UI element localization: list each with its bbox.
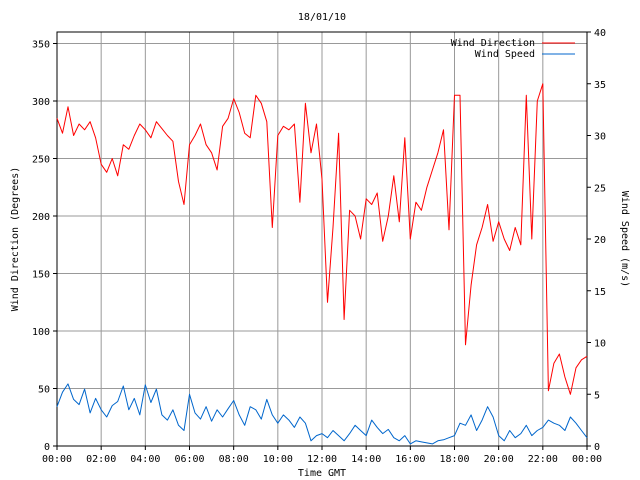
chart-title: 18/01/10 xyxy=(298,12,346,23)
y-right-tick-label: 40 xyxy=(594,28,606,39)
x-tick-label: 06:00 xyxy=(174,454,204,465)
y-right-tick-label: 10 xyxy=(594,339,606,350)
x-tick-label: 22:00 xyxy=(528,454,558,465)
y-right-tick-label: 5 xyxy=(594,390,600,401)
x-tick-label: 12:00 xyxy=(307,454,337,465)
x-tick-label: 20:00 xyxy=(484,454,514,465)
y-left-tick-label: 200 xyxy=(32,212,50,223)
x-tick-label: 10:00 xyxy=(263,454,293,465)
x-tick-label: 04:00 xyxy=(130,454,160,465)
y-left-tick-label: 150 xyxy=(32,270,50,281)
y-right-tick-label: 15 xyxy=(594,287,606,298)
series-lines xyxy=(56,83,588,445)
y-left-tick-label: 300 xyxy=(32,97,50,108)
y-left-tick-label: 50 xyxy=(38,385,50,396)
y-axis-right-label: Wind Speed (m/s) xyxy=(619,191,630,287)
x-tick-label: 08:00 xyxy=(219,454,249,465)
y-left-tick-label: 100 xyxy=(32,327,50,338)
y-right-tick-label: 20 xyxy=(594,235,606,246)
legend: Wind Direction Wind Speed xyxy=(451,38,575,60)
series-line-wind-speed xyxy=(56,383,588,445)
x-tick-label: 00:00 xyxy=(42,454,72,465)
series-line-wind-direction xyxy=(56,83,588,395)
y-left-tick-label: 250 xyxy=(32,155,50,166)
x-tick-label: 00:00 xyxy=(572,454,602,465)
x-tick-label: 14:00 xyxy=(351,454,381,465)
x-tick-label: 02:00 xyxy=(86,454,116,465)
y-right-tick-label: 35 xyxy=(594,80,606,91)
x-axis-label: Time GMT xyxy=(298,468,346,479)
y-left-tick-label: 350 xyxy=(32,40,50,51)
x-tick-label: 16:00 xyxy=(395,454,425,465)
y-right-tick-label: 30 xyxy=(594,132,606,143)
y-left-tick-label: 0 xyxy=(44,442,50,453)
x-tick-label: 18:00 xyxy=(439,454,469,465)
y-right-tick-label: 25 xyxy=(594,183,606,194)
legend-label-wind-speed: Wind Speed xyxy=(475,49,535,60)
y-right-tick-label: 0 xyxy=(594,442,600,453)
axis-ticks: 00:00 02:00 04:00 06:00 08:00 10:00 12:00 14:00… xyxy=(32,28,606,465)
y-axis-left-label: Wind Direction (Degrees) xyxy=(10,167,21,312)
legend-label-wind-direction: Wind Direction xyxy=(451,38,535,49)
